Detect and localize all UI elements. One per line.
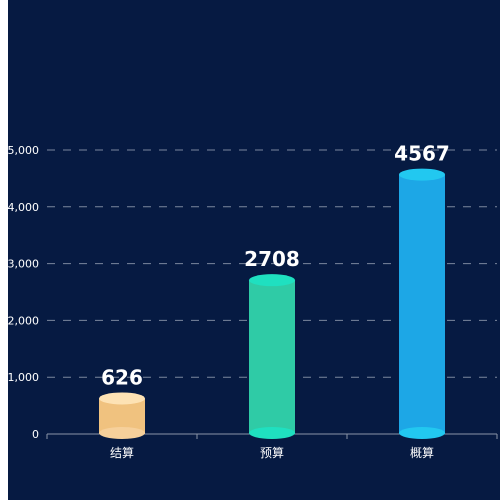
bar (399, 168, 445, 439)
bar-body (399, 174, 445, 434)
bar-value-label: 4567 (394, 142, 450, 166)
bar-base-cap (399, 427, 445, 439)
y-tick-label: 4,000 (8, 201, 40, 214)
bar-value-label: 2708 (244, 247, 300, 271)
y-axis-tick-labels: 0 1,000 2,000 3,000 4,000 5,000 (8, 144, 40, 441)
bars (99, 168, 445, 439)
bar-top-cap (249, 274, 295, 287)
y-tick-label: 1,000 (8, 371, 40, 384)
bar-base-cap (249, 427, 295, 439)
x-axis-category-labels: 结算 预算 概算 (110, 445, 434, 460)
bar-value-label: 626 (101, 365, 143, 389)
bar-top-cap (99, 392, 145, 405)
y-tick-label: 3,000 (8, 258, 40, 271)
y-tick-label: 0 (32, 428, 39, 441)
x-category-label: 预算 (260, 445, 284, 460)
bar-top-cap (399, 168, 445, 181)
bar (99, 392, 145, 439)
bar (249, 274, 295, 439)
y-tick-label: 5,000 (8, 144, 40, 157)
x-category-label: 概算 (410, 445, 434, 460)
bar-body (249, 280, 295, 434)
y-tick-label: 2,000 (8, 314, 40, 327)
data-labels: 626 2708 4567 (101, 142, 450, 390)
x-category-label: 结算 (110, 445, 134, 460)
bar-base-cap (99, 427, 145, 439)
